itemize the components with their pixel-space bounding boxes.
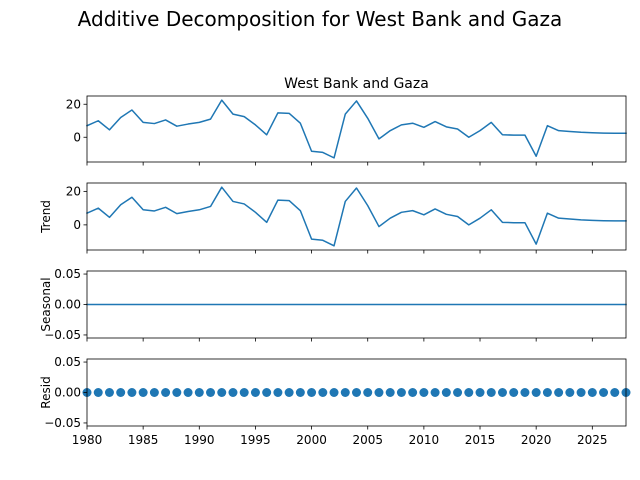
resid-point [520, 388, 530, 397]
resid-point [587, 388, 597, 397]
resid-xtick-label: 1980 [72, 433, 103, 447]
resid-point [453, 388, 463, 397]
resid-point [138, 388, 148, 397]
resid-point [206, 388, 216, 397]
resid-xtick-label: 2005 [352, 433, 383, 447]
resid-point [430, 388, 440, 397]
observed-series-line [86, 99, 627, 159]
resid-ylabel: Resid [39, 376, 53, 408]
resid-point [408, 388, 418, 397]
seasonal-ytick-label: −0.05 [44, 328, 81, 342]
trend-panel: 0 20 Trend [39, 182, 627, 254]
resid-point [531, 388, 541, 397]
resid-point [374, 388, 384, 397]
resid-xtick-label: 2000 [296, 433, 327, 447]
resid-point [475, 388, 485, 397]
observed-panel: 0 20 West Bank and Gaza [66, 76, 627, 166]
observed-ytick-label: 0 [73, 130, 81, 144]
resid-point [161, 388, 171, 397]
resid-point [295, 388, 305, 397]
figure-title: Additive Decomposition for West Bank and… [78, 7, 563, 31]
observed-title: West Bank and Gaza [284, 76, 429, 92]
resid-ytick-label: 0.05 [54, 355, 81, 369]
resid-point [464, 388, 474, 397]
resid-point [363, 388, 373, 397]
resid-point [250, 388, 260, 397]
resid-point [318, 388, 328, 397]
resid-point [329, 388, 339, 397]
trend-ylabel: Trend [39, 200, 53, 234]
trend-ytick-label: 20 [66, 184, 81, 198]
resid-point [340, 388, 350, 397]
seasonal-ylabel: Seasonal [39, 277, 53, 331]
trend-frame [86, 182, 627, 251]
resid-point [419, 388, 429, 397]
resid-ytick-label: −0.05 [44, 416, 81, 430]
resid-point [509, 388, 519, 397]
observed-ytick-label: 20 [66, 97, 81, 111]
resid-point [610, 388, 620, 397]
resid-point [104, 388, 114, 397]
resid-point [497, 388, 507, 397]
resid-xtick-label: 2015 [465, 433, 496, 447]
resid-point [93, 388, 103, 397]
resid-point [116, 388, 126, 397]
resid-point [127, 388, 137, 397]
resid-point [183, 388, 193, 397]
panels: 0 20 West Bank and Gaza 0 20 Trend −0.05 0.00 0.… [39, 76, 631, 447]
seasonal-ytick-label: 0.00 [54, 298, 81, 312]
resid-point [385, 388, 395, 397]
resid-point [599, 388, 609, 397]
resid-point [542, 388, 552, 397]
resid-point [352, 388, 361, 397]
trend-series-line [86, 186, 627, 247]
trend-ytick-label: 0 [73, 218, 81, 232]
resid-point [486, 388, 496, 397]
resid-point [554, 388, 564, 397]
resid-xtick-label: 2010 [409, 433, 440, 447]
resid-point [284, 388, 294, 397]
resid-point [194, 388, 204, 397]
resid-point [217, 388, 227, 397]
resid-xtick-label: 1995 [240, 433, 271, 447]
resid-point [307, 388, 317, 397]
resid-point [576, 388, 586, 397]
resid-point [441, 388, 451, 397]
resid-point [565, 388, 575, 397]
resid-xtick-label: 1985 [128, 433, 159, 447]
resid-point [172, 388, 182, 397]
resid-panel: −0.05 0.00 0.05 1980 1985 1990 1995 2000 2005 201… [39, 355, 631, 447]
resid-point [262, 388, 272, 397]
resid-point [228, 388, 238, 397]
resid-ytick-label: 0.00 [54, 386, 81, 400]
resid-point [149, 388, 159, 397]
resid-xtick-label: 1990 [184, 433, 215, 447]
seasonal-ytick-label: 0.05 [54, 267, 81, 281]
resid-point [396, 388, 406, 397]
resid-point [239, 388, 249, 397]
resid-xtick-label: 2025 [577, 433, 608, 447]
resid-point [273, 388, 283, 397]
resid-xtick-label: 2020 [521, 433, 552, 447]
observed-frame [86, 95, 627, 163]
